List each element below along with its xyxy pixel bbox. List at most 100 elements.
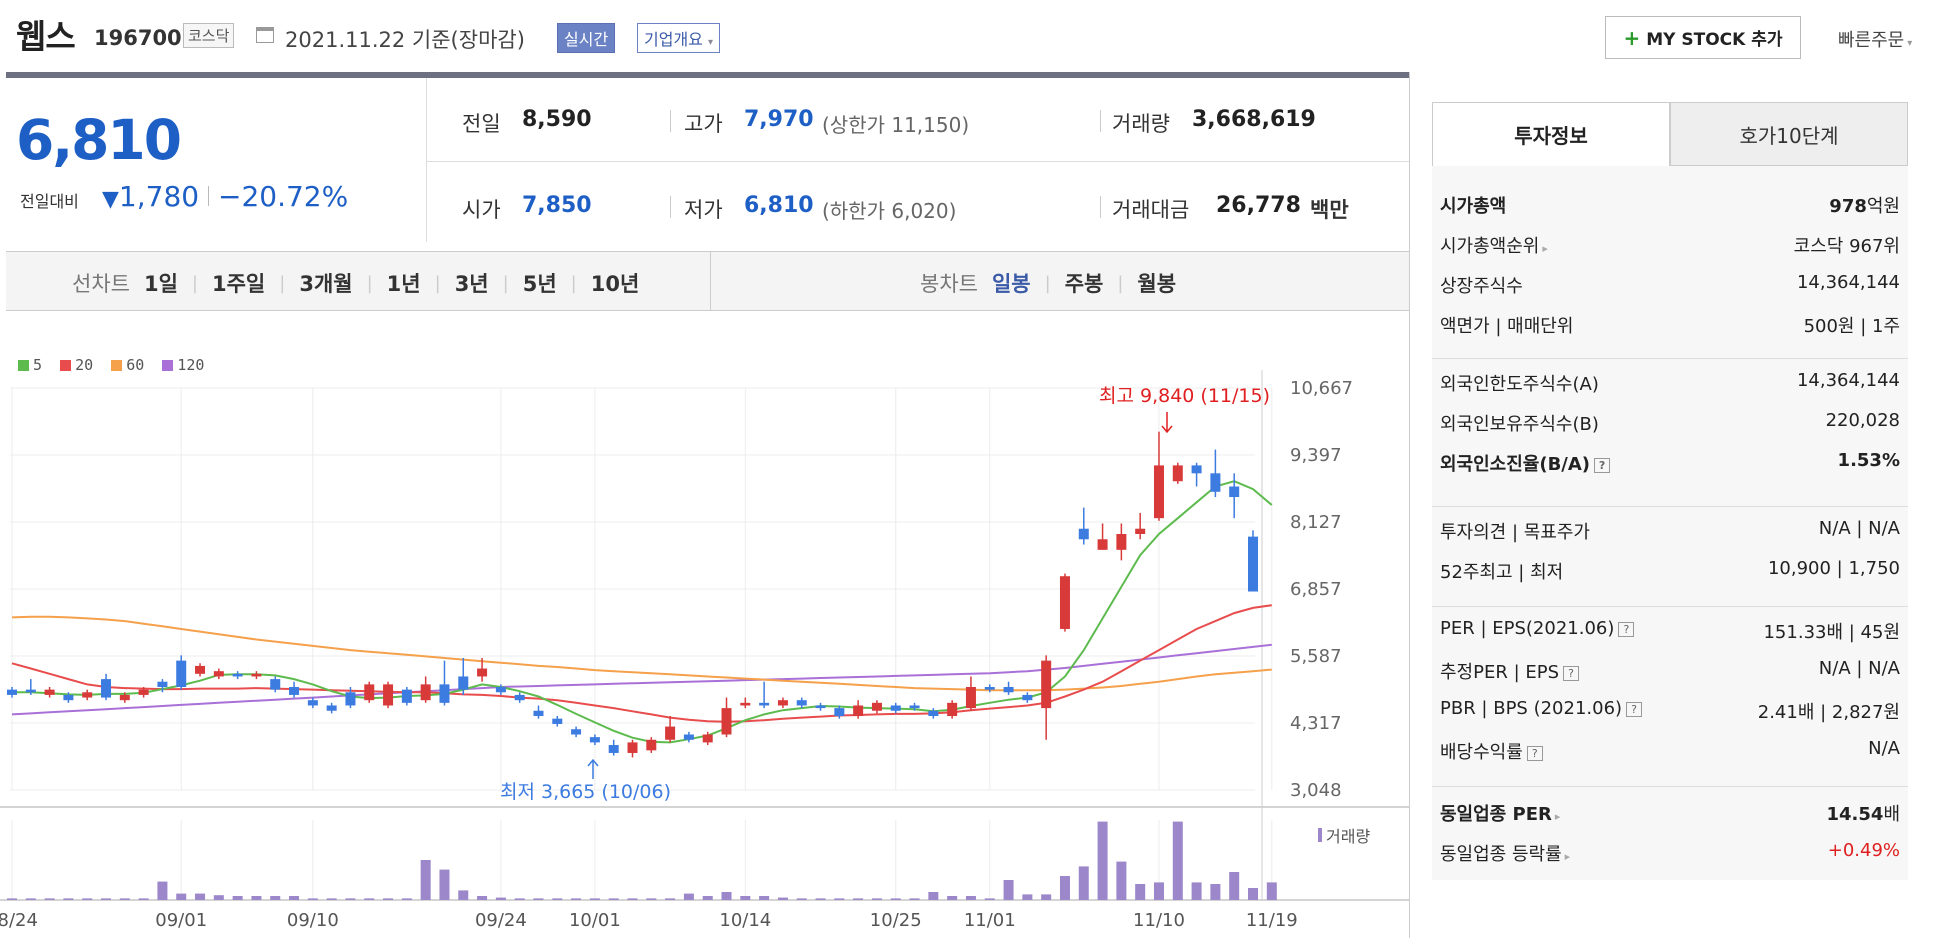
info-key[interactable]: 동일업종 PER ▸	[1440, 804, 1561, 825]
divider: |	[1117, 272, 1124, 294]
realtime-button[interactable]: 실시간	[557, 23, 616, 53]
divider: |	[191, 272, 198, 294]
period-5y[interactable]: 5년	[522, 272, 557, 296]
candle-body	[1097, 539, 1108, 550]
candle-body	[965, 687, 976, 709]
volume-bar	[1059, 876, 1070, 900]
volume-bar	[289, 896, 300, 900]
x-tick-label: 10/14	[719, 910, 771, 931]
tab-investment-info[interactable]: 투자정보	[1432, 102, 1670, 166]
volume-bar	[947, 896, 958, 900]
period-daily[interactable]: 일봉	[991, 272, 1031, 296]
ma120-line	[11, 643, 1272, 716]
ma5-swatch	[18, 360, 29, 371]
volume-bar	[439, 869, 450, 900]
chevron-down-icon: ▾	[1907, 38, 1913, 49]
info-key[interactable]: 시가총액순위 ▸	[1440, 236, 1548, 257]
add-mystock-button[interactable]: + MY STOCK 추가	[1605, 16, 1801, 59]
volume-bar	[1041, 894, 1052, 900]
volume-bar	[740, 896, 751, 900]
info-row: 외국인한도주식수(A) 14,364,144	[1440, 370, 1900, 396]
volume-bar	[119, 898, 130, 900]
arrow-right-icon: ▸	[1564, 850, 1571, 863]
price-diff: ▼1,780	[102, 180, 199, 213]
info-value: 2.41배 | 2,827원	[1758, 698, 1900, 724]
lower-limit: (하한가 6,020)	[822, 199, 957, 223]
info-value: +0.49%	[1828, 840, 1900, 866]
candle-body	[119, 694, 130, 701]
period-monthly[interactable]: 월봉	[1137, 272, 1177, 296]
volume-bar	[759, 896, 770, 900]
help-icon[interactable]: ?	[1526, 746, 1543, 761]
volume-bar	[1022, 894, 1033, 900]
info-key[interactable]: 동일업종 등락률 ▸	[1440, 844, 1571, 865]
period-1w[interactable]: 1주일	[211, 272, 266, 296]
help-icon[interactable]: ?	[1563, 666, 1580, 681]
volume-bar	[965, 896, 976, 900]
candle-body	[477, 668, 488, 677]
plus-icon: +	[1623, 25, 1641, 50]
candle-body	[815, 705, 826, 709]
candle-body	[1248, 536, 1258, 592]
candle-body	[589, 737, 600, 743]
high-annotation: 최고 9,840 (11/15)	[1099, 385, 1270, 407]
volume-bar	[232, 896, 243, 900]
period-1d[interactable]: 1일	[143, 272, 178, 296]
help-icon[interactable]: ?	[1618, 622, 1635, 637]
tab-orderbook[interactable]: 호가10단계	[1670, 102, 1908, 166]
info-value: 14.54배	[1827, 800, 1901, 826]
x-tick-label: 11/19	[1246, 910, 1298, 931]
volume-bar	[928, 892, 939, 900]
candle-body	[307, 700, 318, 706]
info-value-text: +0.49%	[1827, 840, 1900, 861]
quick-order-button[interactable]: 빠른주문 ▾	[1838, 26, 1912, 52]
y-tick-label: 8,127	[1290, 512, 1342, 533]
info-row: 추정PER | EPS? N/A | N/A	[1440, 658, 1900, 684]
divider: |	[502, 272, 509, 294]
stock-chart[interactable]: 10,667 9,397 8,127 6,857 5,587 4,317 3,048 08/2…	[0, 370, 1410, 938]
info-row: 동일업종 PER ▸ 14.54배	[1440, 800, 1900, 826]
stock-code: 196700	[94, 26, 182, 50]
current-price: 6,810	[16, 108, 182, 172]
calendar-icon	[256, 27, 274, 43]
company-overview-label: 기업개요	[644, 30, 703, 49]
info-key: 시가총액	[1440, 196, 1507, 217]
period-3y[interactable]: 3년	[454, 272, 489, 296]
volume-bar	[101, 898, 112, 900]
divider	[1432, 786, 1908, 787]
info-value: 978억원	[1829, 192, 1900, 218]
period-weekly[interactable]: 주봉	[1064, 272, 1104, 296]
info-row: 액면가 | 매매단위 500원 | 1주	[1440, 312, 1900, 338]
divider	[1432, 606, 1908, 607]
period-3m[interactable]: 3개월	[299, 272, 353, 296]
base-date: 2021.11.22 기준(장마감)	[285, 28, 525, 52]
divider	[1100, 196, 1101, 218]
info-value: 1.53%	[1838, 450, 1900, 476]
candle-body	[683, 734, 694, 740]
y-tick-label: 6,857	[1290, 579, 1342, 600]
help-icon[interactable]: ?	[1594, 458, 1611, 473]
volume-bar	[364, 898, 375, 900]
volume-bar	[1229, 872, 1240, 900]
period-10y[interactable]: 10년	[590, 272, 640, 296]
candle-body	[251, 673, 262, 677]
arrow-right-icon: ▸	[1542, 242, 1548, 255]
info-value-text: N/A | N/A	[1818, 518, 1900, 539]
company-overview-button[interactable]: 기업개요 ▾	[637, 23, 721, 53]
volume-bar	[383, 898, 394, 900]
divider	[1432, 506, 1908, 507]
diff-label: 전일대비	[20, 192, 79, 211]
candle-body	[1003, 687, 1014, 693]
period-1y[interactable]: 1년	[386, 272, 421, 296]
info-row: 투자의견 | 목표주가 N/A | N/A	[1440, 518, 1900, 544]
volume-bar	[307, 898, 318, 900]
volume-bar	[514, 898, 525, 900]
volume-bar	[195, 893, 206, 900]
ma120-label: 120	[177, 356, 205, 374]
help-icon[interactable]: ?	[1626, 702, 1643, 717]
down-triangle-icon: ▼	[102, 187, 119, 212]
volume-bar	[1191, 882, 1202, 900]
info-value: 151.33배 | 45원	[1763, 618, 1900, 644]
candle-body	[25, 689, 36, 693]
ma60-swatch	[111, 360, 123, 371]
